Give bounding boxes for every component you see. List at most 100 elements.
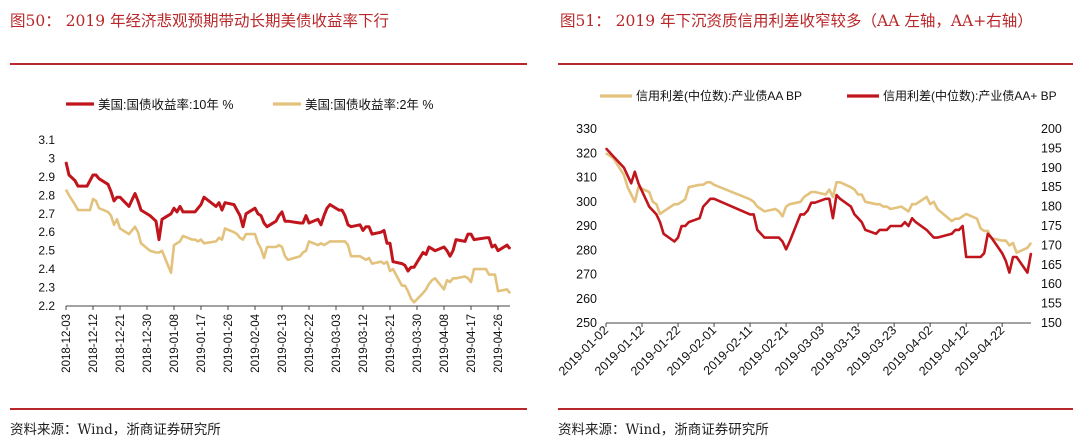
data-point [350, 226, 352, 228]
x-tick-label: 2019-03-03 [331, 314, 343, 373]
data-point [828, 198, 830, 200]
data-point [158, 251, 160, 254]
data-point [425, 253, 427, 255]
data-point [929, 233, 931, 235]
data-point [875, 203, 877, 205]
data-point [161, 250, 163, 252]
data-point [760, 208, 762, 210]
y-right-tick-label: 185 [1041, 180, 1062, 194]
title-rule [10, 63, 527, 65]
data-point [839, 181, 841, 183]
data-point [200, 239, 202, 241]
data-point [684, 198, 686, 200]
left-chart-panel: 图50： 2019 年经济悲观预期带动长期美债收益率下行 2.2 2.3 2.4 2.… [10, 12, 527, 438]
data-point [799, 201, 802, 203]
data-point [95, 174, 97, 176]
data-point [260, 215, 262, 217]
data-point [864, 229, 866, 231]
data-point [116, 196, 118, 198]
data-point [107, 211, 109, 213]
data-point [976, 256, 978, 258]
data-point [413, 266, 415, 268]
data-point [634, 171, 636, 173]
data-point [410, 298, 412, 300]
data-point [774, 237, 776, 239]
data-point [149, 215, 151, 217]
data-point [233, 231, 235, 233]
data-point [1026, 247, 1028, 249]
data-point [344, 215, 346, 217]
data-point [756, 229, 758, 231]
data-point [677, 203, 679, 205]
data-point [65, 161, 67, 163]
data-point [329, 204, 331, 206]
x-tick-label: 2019-02-22 [304, 314, 316, 373]
data-point [413, 301, 415, 303]
data-point [179, 240, 181, 242]
data-point [389, 270, 391, 272]
data-point [383, 263, 385, 265]
data-point [681, 201, 683, 203]
data-point [954, 229, 956, 231]
series-line-2 [605, 147, 1033, 274]
data-point [275, 220, 277, 222]
data-point [446, 250, 448, 252]
x-tick-label: 2018-12-03 [61, 314, 73, 373]
data-point [245, 233, 247, 235]
data-point [155, 251, 157, 254]
chart-title: 图50： 2019 年经济悲观预期带动长期美债收益率下行 [10, 12, 390, 30]
data-point [389, 242, 391, 244]
data-point [889, 225, 892, 227]
data-point [68, 174, 70, 176]
data-point [494, 244, 496, 246]
data-point [659, 213, 661, 215]
series-2-points [65, 189, 511, 303]
data-point [317, 218, 319, 220]
data-point [951, 233, 953, 235]
data-point [1005, 240, 1007, 242]
data-point [623, 167, 625, 169]
data-point [886, 206, 888, 208]
data-point [371, 263, 373, 265]
data-point [455, 277, 457, 279]
data-point [446, 279, 448, 281]
data-point [494, 274, 496, 276]
data-point [365, 259, 367, 261]
data-point [853, 213, 856, 215]
data-point [778, 210, 780, 212]
data-point [929, 203, 931, 205]
data-point [347, 244, 349, 246]
data-point [158, 239, 160, 241]
data-point [434, 277, 436, 279]
data-point [965, 213, 967, 215]
data-point [1030, 242, 1032, 244]
x-tick-label: 2019-01-17 [196, 314, 208, 373]
data-point [506, 288, 508, 290]
data-point [828, 189, 830, 191]
y-tick-label: 2.4 [38, 262, 55, 276]
series-1-points [65, 161, 511, 272]
data-point [637, 182, 639, 184]
data-point [663, 210, 665, 212]
data-point [401, 263, 403, 265]
data-point [149, 250, 151, 252]
x-tick-label: 2019-03-21 [385, 314, 397, 373]
data-point [362, 229, 364, 231]
x-tick-label: 2019-01-08 [169, 314, 181, 373]
data-point [702, 184, 704, 186]
data-point [749, 198, 751, 200]
data-point [962, 215, 964, 217]
data-point [785, 206, 787, 208]
data-point [407, 270, 409, 272]
data-point [756, 206, 758, 208]
data-point [713, 198, 715, 200]
data-point [137, 231, 139, 233]
data-point [170, 272, 172, 274]
data-point [627, 175, 629, 177]
y-tick-label: 2.9 [38, 170, 55, 184]
data-point [753, 201, 755, 203]
data-point [254, 233, 256, 235]
data-point [161, 218, 163, 220]
data-point [1008, 244, 1010, 246]
data-point [473, 239, 475, 241]
